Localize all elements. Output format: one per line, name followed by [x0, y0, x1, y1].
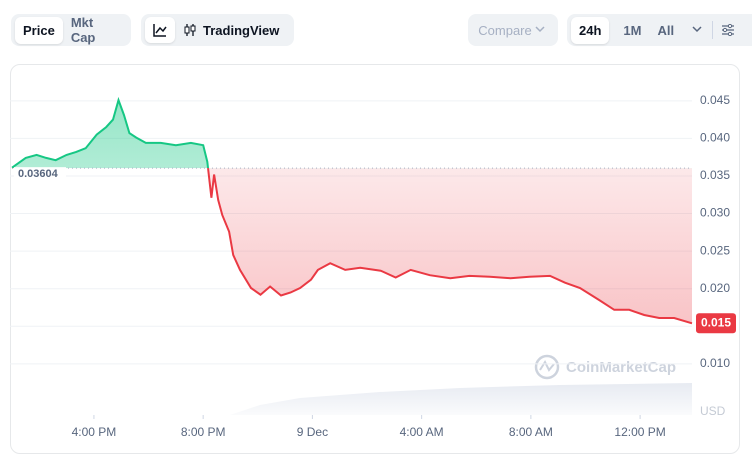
y-tick-label: 0.040 [700, 131, 730, 145]
price-button[interactable]: Price [15, 16, 63, 44]
watermark: CoinMarketCap [534, 354, 676, 380]
compare-label: Compare [478, 22, 532, 38]
mkt-cap-button[interactable]: Mkt Cap [70, 15, 96, 45]
volume-shade [230, 383, 692, 415]
x-tick-label: 12:00 PM [614, 425, 665, 439]
x-tick-label: 8:00 AM [509, 425, 553, 439]
y-tick-label: 0.035 [700, 168, 730, 182]
price-tag-bg [696, 313, 736, 334]
price-line-down [12, 168, 693, 325]
candle-icon [184, 24, 196, 36]
tradingview-label: TradingView [203, 22, 280, 38]
area-up [12, 100, 692, 169]
y-axis-label: USD [700, 404, 726, 418]
chevron-icon [535, 26, 545, 33]
x-tick-label: 4:00 PM [72, 425, 117, 439]
range-1m-button[interactable]: 1M [623, 22, 642, 38]
y-tick-label: 0.020 [700, 281, 730, 295]
range-24h-button[interactable]: 24h [571, 16, 610, 44]
x-tick-label: 8:00 PM [181, 425, 226, 439]
chevron-icon [692, 26, 702, 33]
x-tick-label: 4:00 AM [400, 425, 444, 439]
compare-dropdown[interactable]: Compare [468, 14, 558, 46]
baseline-label: 0.03604 [18, 168, 59, 180]
range-all-button[interactable]: All [657, 22, 675, 38]
chart-mode-group: Price Mkt Cap [11, 14, 131, 46]
settings-button[interactable] [713, 18, 743, 42]
tradingview-button[interactable]: TradingView [175, 17, 287, 44]
range-more-button[interactable] [682, 18, 712, 42]
watermark-text: CoinMarketCap [566, 359, 676, 376]
y-tick-label: 0.030 [700, 206, 730, 220]
settings-icon [722, 24, 735, 36]
y-tick-label: 0.045 [700, 93, 730, 107]
x-tick-label: 9 Dec [297, 425, 328, 439]
y-tick-label: 0.025 [700, 243, 730, 257]
baseline-label-bg [14, 167, 66, 182]
price-tag: 0.015 [696, 313, 736, 334]
line-icon [153, 24, 167, 37]
y-tick-label: 0.010 [700, 356, 730, 370]
chart-style-group: TradingView [141, 14, 294, 46]
price-tag-label: 0.015 [701, 315, 731, 329]
price-line-up [11, 96, 210, 169]
range-group: 24h 1M All [567, 14, 752, 46]
line-chart-button[interactable] [145, 17, 175, 43]
divider [712, 21, 714, 39]
